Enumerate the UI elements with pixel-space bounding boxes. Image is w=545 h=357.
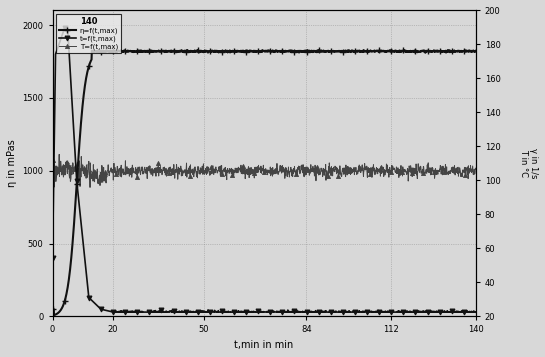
η=f(t,max) <box>49 307 56 311</box>
η=f(t,max) <box>393 50 399 54</box>
T=f(t,max) <box>87 185 93 190</box>
t=f(t,max) <box>49 256 56 260</box>
T=f(t,max) <box>56 152 63 156</box>
η=f(t,max) <box>184 48 191 52</box>
η=f(t,max) <box>473 49 479 53</box>
η=f(t,max) <box>245 50 252 54</box>
Line: t=f(t,max): t=f(t,max) <box>50 25 478 315</box>
t=f(t,max) <box>393 310 399 314</box>
Y-axis label: γ in 1/s
T in °C: γ in 1/s T in °C <box>519 148 538 179</box>
T=f(t,max) <box>473 167 479 172</box>
T=f(t,max) <box>153 169 159 174</box>
T=f(t,max) <box>467 166 473 171</box>
Line: η=f(t,max): η=f(t,max) <box>50 47 479 318</box>
T=f(t,max) <box>196 170 202 174</box>
Line: T=f(t,max): T=f(t,max) <box>51 152 478 190</box>
t=f(t,max) <box>245 309 252 313</box>
T=f(t,max) <box>245 165 252 169</box>
T=f(t,max) <box>49 158 56 162</box>
η=f(t,max) <box>51 313 57 317</box>
X-axis label: t,min in min: t,min in min <box>234 340 294 350</box>
t=f(t,max) <box>467 310 473 314</box>
t=f(t,max) <box>272 310 278 314</box>
η=f(t,max) <box>467 49 473 53</box>
η=f(t,max) <box>152 50 159 54</box>
t=f(t,max) <box>473 310 479 314</box>
t=f(t,max) <box>110 310 116 314</box>
T=f(t,max) <box>393 165 399 169</box>
η=f(t,max) <box>272 49 278 53</box>
t=f(t,max) <box>196 310 202 314</box>
Y-axis label: η in mPas: η in mPas <box>7 140 17 187</box>
t=f(t,max) <box>153 310 159 314</box>
Legend: η=f(t,max), t=f(t,max), T=f(t,max): η=f(t,max), t=f(t,max), T=f(t,max) <box>56 14 121 53</box>
T=f(t,max) <box>272 172 278 176</box>
η=f(t,max) <box>196 49 202 54</box>
t=f(t,max) <box>62 26 68 30</box>
